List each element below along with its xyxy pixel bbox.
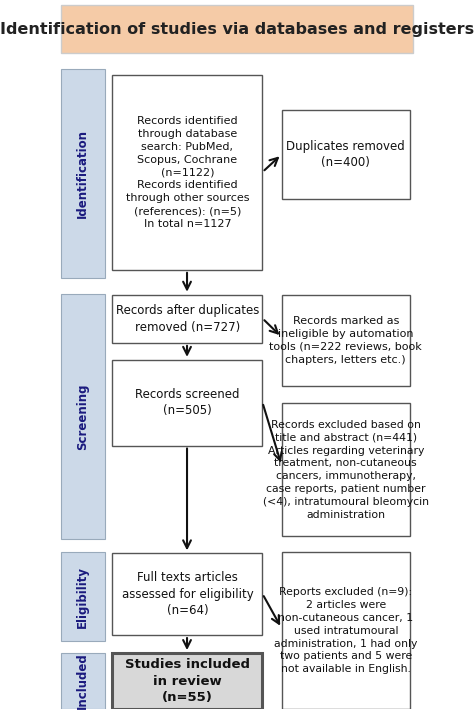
Polygon shape	[61, 293, 105, 539]
Text: Eligibility: Eligibility	[76, 566, 89, 627]
Polygon shape	[112, 295, 263, 343]
Polygon shape	[61, 69, 105, 277]
Text: Records marked as
ineligible by automation
tools (n=222 reviews, book
chapters, : Records marked as ineligible by automati…	[269, 316, 422, 365]
Text: Records identified
through database
search: PubMed,
Scopus, Cochrane
(n=1122)
Re: Records identified through database sear…	[126, 116, 249, 229]
Text: Duplicates removed
(n=400): Duplicates removed (n=400)	[286, 140, 405, 169]
Text: Records excluded based on
title and abstract (n=441)
Articles regarding veterina: Records excluded based on title and abst…	[263, 420, 429, 520]
Text: Included: Included	[76, 652, 89, 709]
Polygon shape	[282, 552, 410, 709]
Polygon shape	[61, 653, 105, 709]
Polygon shape	[112, 653, 263, 709]
Polygon shape	[282, 295, 410, 386]
Text: Records after duplicates
removed (n=727): Records after duplicates removed (n=727)	[116, 304, 259, 333]
Polygon shape	[61, 5, 413, 53]
Text: Studies included
in review
(n=55): Studies included in review (n=55)	[125, 658, 250, 704]
Polygon shape	[112, 554, 263, 635]
Polygon shape	[282, 110, 410, 199]
Text: Identification: Identification	[76, 128, 89, 218]
Polygon shape	[112, 360, 263, 445]
Text: Reports excluded (n=9):
2 articles were
non-cutaneous cancer, 1
used intratumour: Reports excluded (n=9): 2 articles were …	[274, 587, 418, 674]
Text: Screening: Screening	[76, 384, 89, 450]
Text: Records screened
(n=505): Records screened (n=505)	[135, 388, 240, 417]
Polygon shape	[282, 403, 410, 536]
Text: Full texts articles
assessed for eligibility
(n=64): Full texts articles assessed for eligibi…	[121, 571, 253, 617]
Polygon shape	[112, 75, 263, 270]
Text: Identification of studies via databases and registers: Identification of studies via databases …	[0, 22, 474, 37]
Polygon shape	[61, 552, 105, 641]
